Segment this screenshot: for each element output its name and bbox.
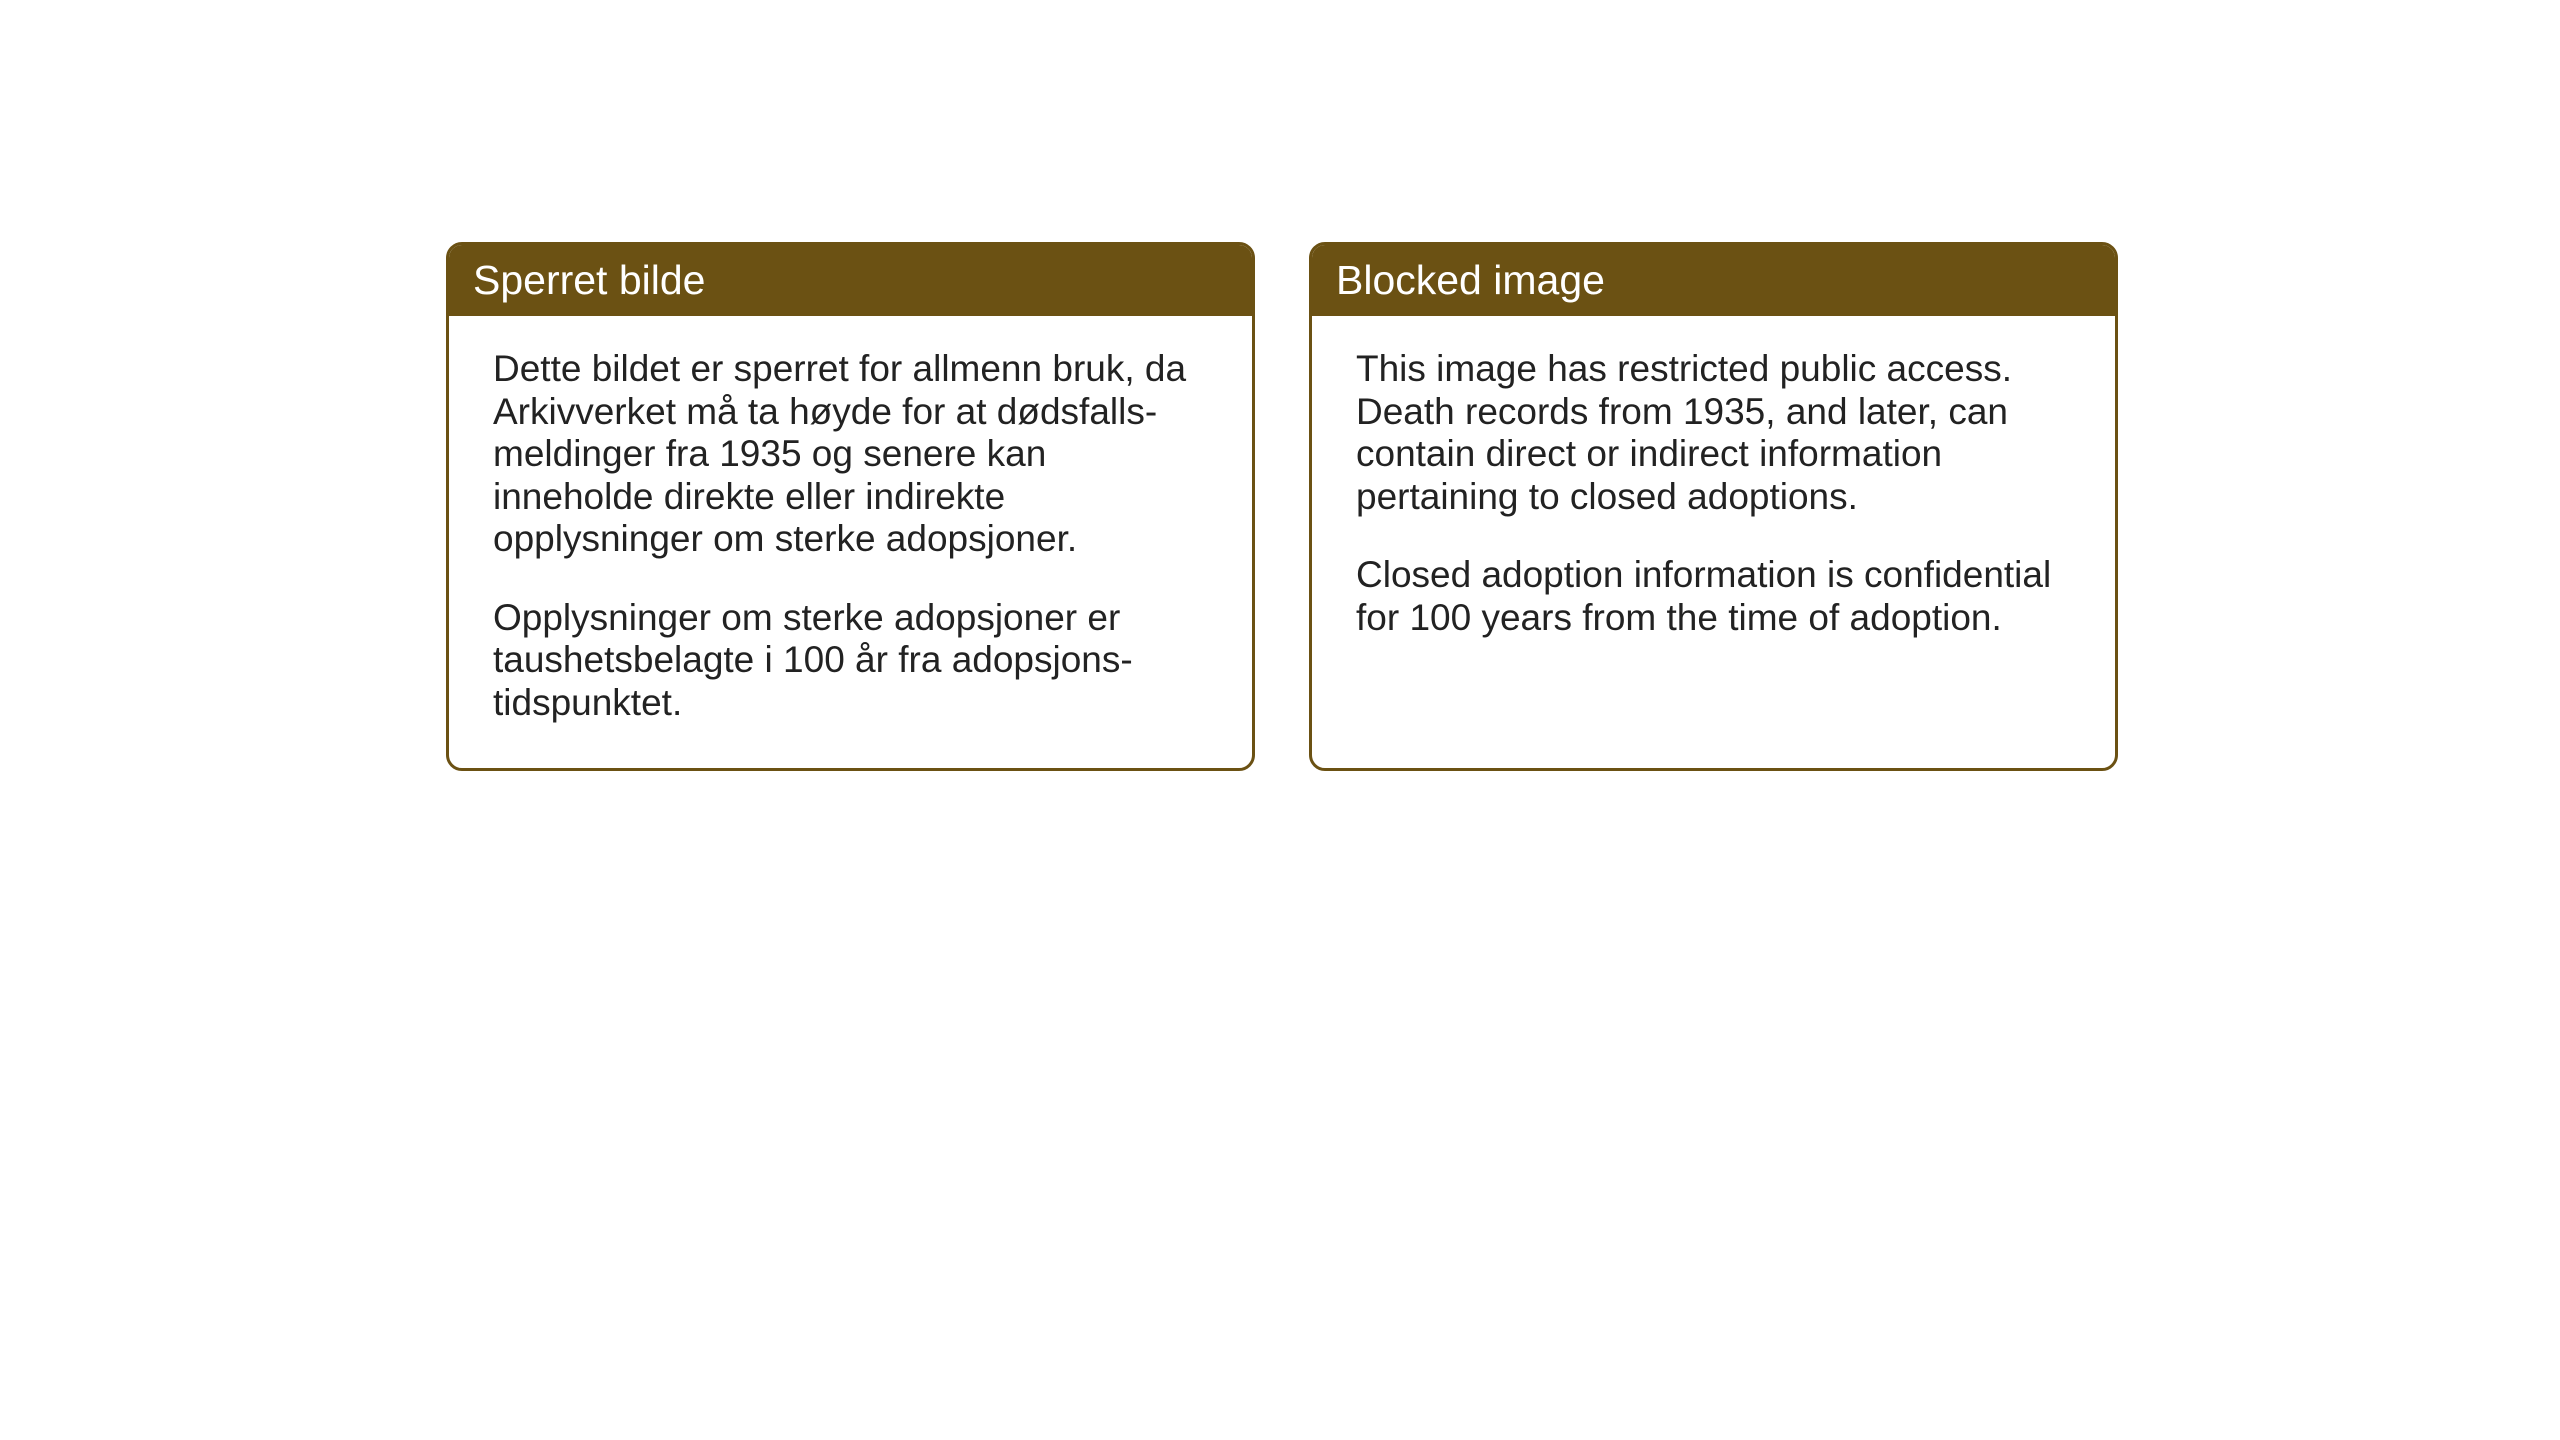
- notice-body-english: This image has restricted public access.…: [1312, 316, 2115, 756]
- notice-header-english: Blocked image: [1312, 245, 2115, 316]
- notice-paragraph-2-english: Closed adoption information is confident…: [1356, 554, 2071, 639]
- notice-paragraph-1-english: This image has restricted public access.…: [1356, 348, 2071, 518]
- notice-header-norwegian: Sperret bilde: [449, 245, 1252, 316]
- notice-card-english: Blocked image This image has restricted …: [1309, 242, 2118, 771]
- notice-title-norwegian: Sperret bilde: [473, 257, 705, 303]
- notice-paragraph-1-norwegian: Dette bildet er sperret for allmenn bruk…: [493, 348, 1208, 561]
- notice-paragraph-2-norwegian: Opplysninger om sterke adopsjoner er tau…: [493, 597, 1208, 725]
- notice-card-norwegian: Sperret bilde Dette bildet er sperret fo…: [446, 242, 1255, 771]
- notice-container: Sperret bilde Dette bildet er sperret fo…: [0, 0, 2560, 771]
- notice-title-english: Blocked image: [1336, 257, 1605, 303]
- notice-body-norwegian: Dette bildet er sperret for allmenn bruk…: [449, 316, 1252, 768]
